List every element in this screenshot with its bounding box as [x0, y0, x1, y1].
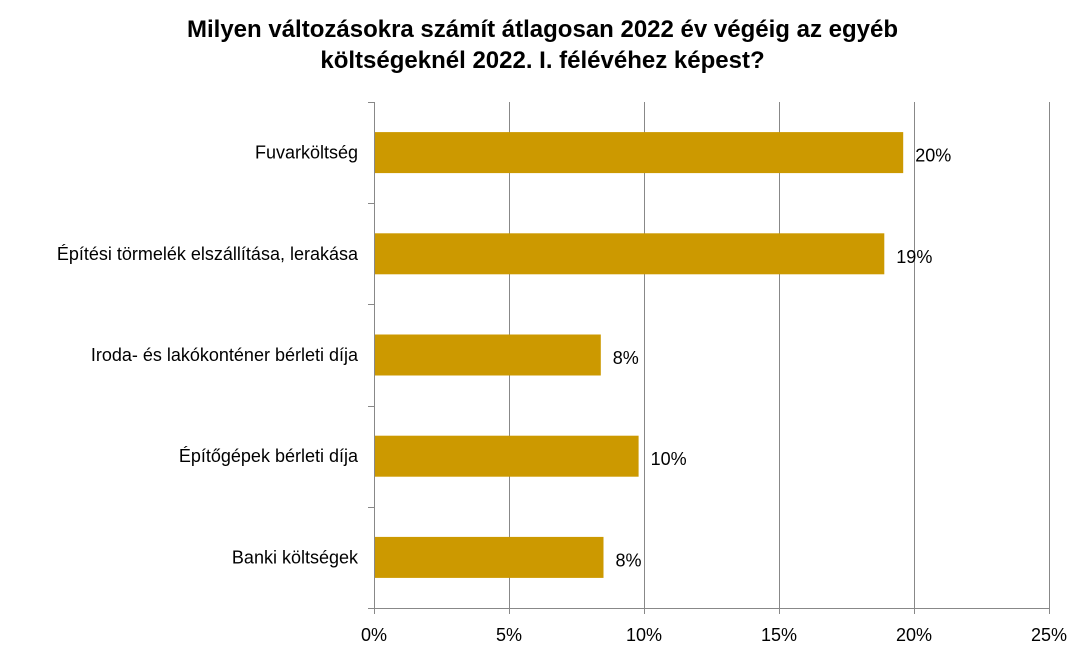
bar: [375, 536, 604, 578]
category-label: Építőgépek bérleti díja: [179, 446, 359, 466]
bar: [375, 334, 601, 376]
data-label: 8%: [613, 348, 639, 368]
data-label: 20%: [915, 146, 951, 166]
bar: [375, 132, 904, 174]
category-label: Banki költségek: [232, 547, 359, 567]
data-label: 10%: [651, 449, 687, 469]
x-tick-label: 5%: [496, 625, 522, 645]
category-label: Építési törmelék elszállítása, lerakása: [57, 244, 359, 264]
category-label: Fuvarköltség: [255, 143, 358, 163]
chart-title: Milyen változásokra számít átlagosan 202…: [187, 16, 898, 74]
labels: 0% 5% 10% 15% 20% 25% Fuvarköltség 20% Építési t…: [57, 143, 1067, 645]
data-label: 19%: [896, 247, 932, 267]
x-tick-label: 0%: [361, 625, 387, 645]
x-tick-label: 15%: [761, 625, 797, 645]
bar: [375, 233, 885, 275]
x-tick-label: 20%: [896, 625, 932, 645]
x-tick-label: 10%: [626, 625, 662, 645]
x-tick-label: 25%: [1031, 625, 1067, 645]
axes: [368, 102, 1050, 614]
bar: [375, 435, 639, 477]
bars: [375, 132, 904, 578]
data-label: 8%: [616, 550, 642, 570]
category-label: Iroda- és lakókonténer bérleti díja: [91, 345, 359, 365]
